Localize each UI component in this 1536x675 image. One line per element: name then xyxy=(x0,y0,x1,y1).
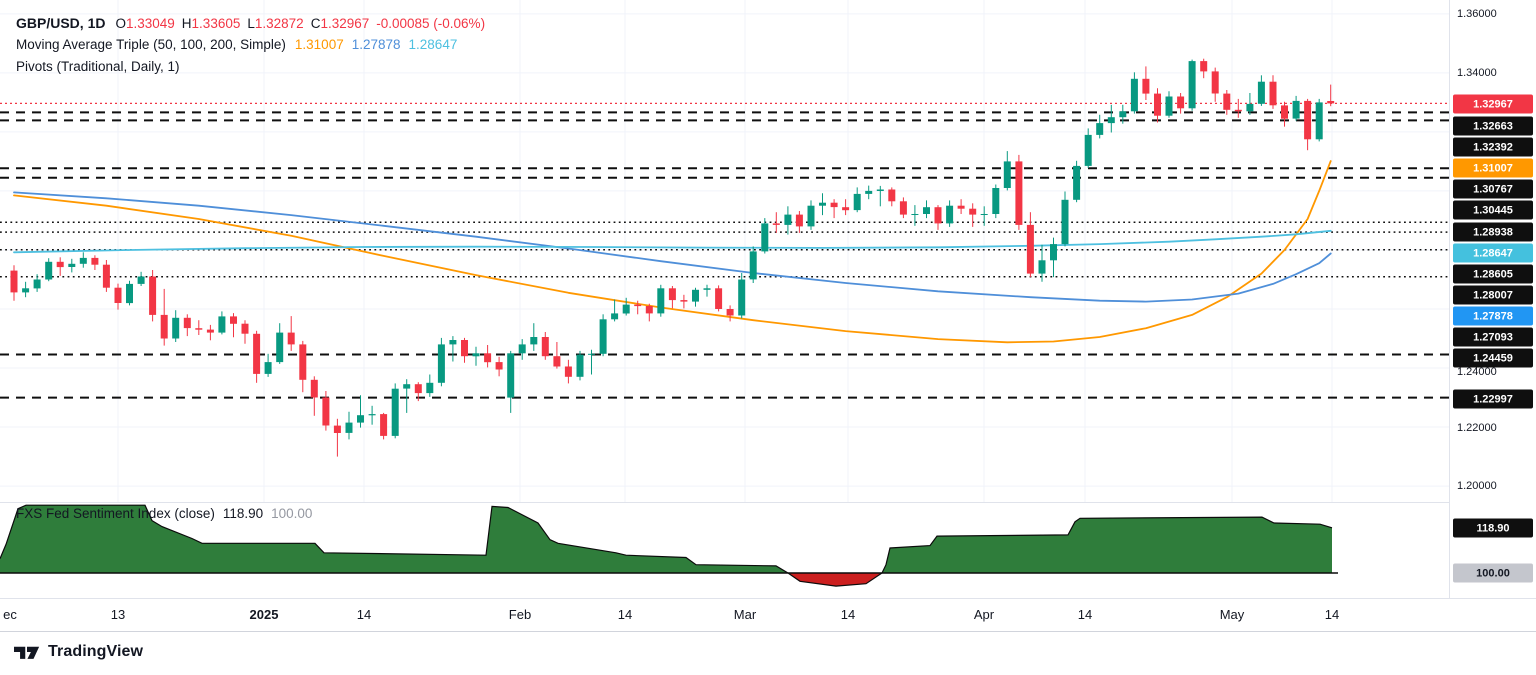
candles-layer xyxy=(10,58,1335,457)
sma100-line xyxy=(13,191,1332,303)
pivot-lines-layer xyxy=(0,111,1449,399)
time-axis-label: May xyxy=(1219,607,1245,622)
change-value: -0.00085 (-0.06%) xyxy=(376,16,486,31)
close-value: 1.32967 xyxy=(320,16,370,31)
time-axis-label: 13 xyxy=(110,607,126,622)
tradingview-brand-text: TradingView xyxy=(48,643,144,660)
moving-averages-layer xyxy=(13,160,1332,344)
price-axis-label: 1.22000 xyxy=(1457,422,1497,434)
sentiment-title[interactable]: FXS Fed Sentiment Index (close) xyxy=(16,506,215,521)
price-badge: 1.28647 xyxy=(1453,243,1533,263)
low-value: 1.32872 xyxy=(254,16,304,31)
time-axis-label: ec xyxy=(3,607,17,622)
close-label: C xyxy=(310,16,321,31)
ma-indicator-row: Moving Average Triple (50, 100, 200, Sim… xyxy=(16,34,485,56)
symbol-title[interactable]: GBP/USD, 1D xyxy=(16,15,106,31)
price-badge: 100.00 xyxy=(1453,563,1533,583)
price-badge: 1.22997 xyxy=(1453,389,1533,409)
high-value: 1.33605 xyxy=(191,16,241,31)
low-label: L xyxy=(247,16,255,31)
time-axis-label: 14 xyxy=(1077,607,1093,622)
sentiment-legend-row: FXS Fed Sentiment Index (close) 118.90 100… xyxy=(16,506,312,521)
price-axis-label: 1.36000 xyxy=(1457,8,1497,20)
sma200-line xyxy=(13,229,1332,254)
price-badge: 1.32663 xyxy=(1453,116,1533,136)
price-badge: 1.27093 xyxy=(1453,327,1533,347)
pivots-indicator-title[interactable]: Pivots (Traditional, Daily, 1) xyxy=(16,59,180,74)
price-badge: 1.30445 xyxy=(1453,200,1533,220)
time-axis-label: Apr xyxy=(973,607,995,622)
sentiment-area-positive xyxy=(0,505,1332,573)
price-badge: 1.27878 xyxy=(1453,306,1533,326)
pivots-indicator-row: Pivots (Traditional, Daily, 1) xyxy=(16,56,485,78)
sma200-value: 1.28647 xyxy=(408,37,458,52)
time-axis-label: 14 xyxy=(840,607,856,622)
price-axis-label: 1.24000 xyxy=(1457,366,1497,378)
time-axis-label: 14 xyxy=(1324,607,1340,622)
price-badge: 1.32967 xyxy=(1453,94,1533,114)
time-axis-label: 2025 xyxy=(249,607,279,622)
price-pane-svg[interactable] xyxy=(0,0,1449,502)
price-badge: 1.24459 xyxy=(1453,348,1533,368)
sentiment-line xyxy=(0,504,1333,587)
sma50-line xyxy=(13,160,1332,344)
pane-divider[interactable] xyxy=(0,502,1449,503)
sma50-value: 1.31007 xyxy=(294,37,344,52)
time-axis-label: Feb xyxy=(508,607,532,622)
sma100-value: 1.27878 xyxy=(351,37,401,52)
price-axis-label: 1.20000 xyxy=(1457,480,1497,492)
price-axis[interactable]: 1.36000 1.34000 1.24000 1.22000 1.20000 1.329… xyxy=(1449,0,1536,632)
price-axis-label: 1.34000 xyxy=(1457,67,1497,79)
time-axis[interactable]: ec 13 2025 14 Feb 14 Mar 14 Apr 14 May 14 xyxy=(0,598,1536,632)
price-badge: 1.31007 xyxy=(1453,158,1533,178)
high-label: H xyxy=(181,16,192,31)
legend: GBP/USD, 1D O1.33049 H1.33605 L1.32872 C1.32… xyxy=(16,12,485,78)
time-axis-label: Mar xyxy=(733,607,757,622)
price-badge: 1.30767 xyxy=(1453,179,1533,199)
symbol-ohlc-row: GBP/USD, 1D O1.33049 H1.33605 L1.32872 C1.32… xyxy=(16,12,485,34)
sentiment-value: 118.90 xyxy=(222,506,264,521)
price-badge: 1.28007 xyxy=(1453,285,1533,305)
open-value: 1.33049 xyxy=(125,16,175,31)
price-badge: 1.28938 xyxy=(1453,222,1533,242)
price-badge: 118.90 xyxy=(1453,518,1533,538)
time-axis-label: 14 xyxy=(617,607,633,622)
ma-indicator-title[interactable]: Moving Average Triple (50, 100, 200, Sim… xyxy=(16,37,286,52)
sentiment-baseline-value: 100.00 xyxy=(271,506,313,521)
price-badge: 1.28605 xyxy=(1453,264,1533,284)
tradingview-attribution[interactable]: TradingView xyxy=(14,642,143,662)
price-badge: 1.32392 xyxy=(1453,137,1533,157)
open-label: O xyxy=(115,16,126,31)
tradingview-logo-icon xyxy=(14,646,40,659)
sentiment-pane-svg[interactable] xyxy=(0,502,1449,598)
time-axis-label: 14 xyxy=(356,607,372,622)
